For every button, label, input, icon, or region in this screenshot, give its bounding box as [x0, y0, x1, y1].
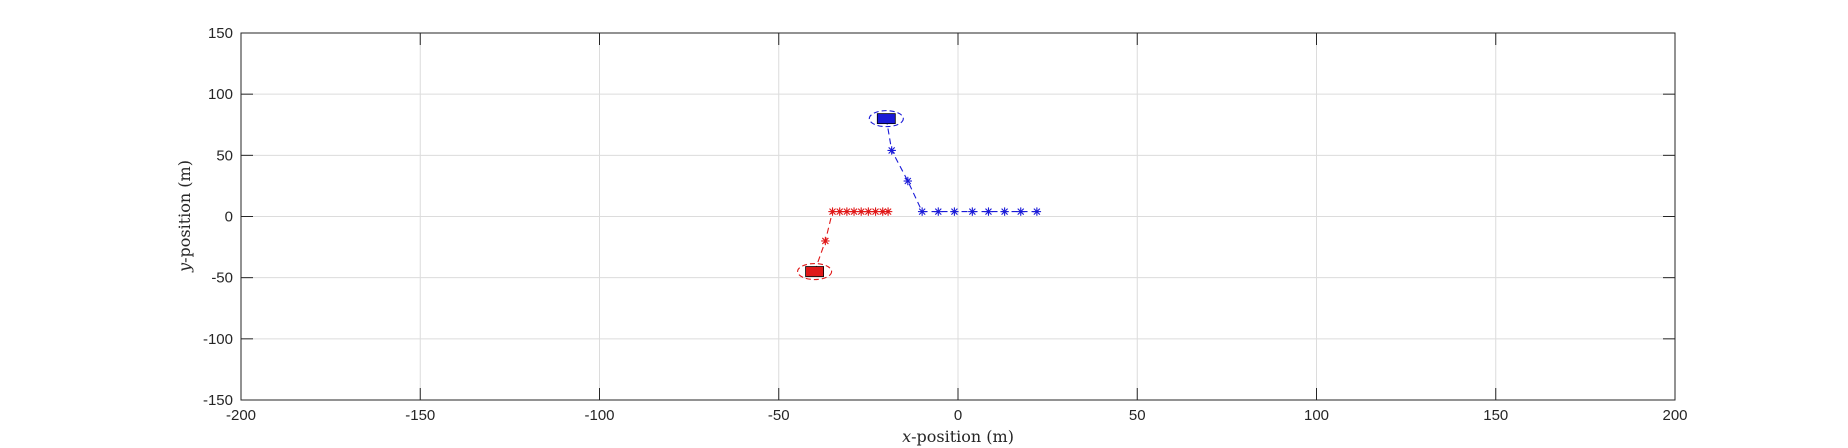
vehicle-uncertainty-ellipse [868, 110, 904, 128]
vehicle-uncertainty-ellipse [797, 262, 833, 281]
asterisk-marker [917, 207, 927, 216]
vehicle-marker [876, 113, 896, 125]
x-tick-label: 50 [1129, 407, 1146, 424]
asterisk-marker [968, 207, 977, 216]
asterisk-marker [828, 207, 837, 216]
x-tick-label: -150 [405, 407, 435, 424]
asterisk-marker [864, 207, 873, 216]
asterisk-marker [871, 207, 880, 216]
asterisk-marker [857, 207, 866, 216]
asterisk-marker [934, 207, 943, 216]
asterisk-marker [984, 207, 993, 216]
x-tick-label: 0 [954, 407, 962, 424]
vehicle-marker [805, 266, 824, 277]
x-axis-label: x-position (m) [902, 427, 1014, 446]
series-2 [868, 110, 1042, 216]
asterisk-marker [849, 207, 859, 216]
asterisk-marker [842, 207, 852, 216]
asterisk-marker [1032, 207, 1042, 216]
plot-frame [240, 32, 1676, 401]
x-tick-label: 150 [1483, 407, 1508, 424]
x-tick-label: -100 [584, 407, 614, 424]
y-tick-label: 0 [225, 209, 233, 226]
x-tick-labels: -200 -150 -100 -50 0 50 100 150 200 [226, 407, 1688, 424]
asterisk-marker [903, 176, 913, 186]
x-tick-label: 100 [1304, 407, 1329, 424]
y-tick-label: 100 [208, 86, 233, 103]
y-tick-labels: 150 100 50 0 -50 -100 -150 [203, 25, 233, 409]
y-tick-label: -100 [203, 331, 233, 348]
asterisk-marker [1000, 207, 1009, 216]
y-tick-label: 150 [208, 25, 233, 42]
series-1 [797, 207, 893, 281]
asterisk-marker [887, 146, 896, 155]
asterisk-marker [835, 207, 844, 216]
x-tick-label: -50 [768, 407, 790, 424]
asterisk-marker [950, 207, 959, 216]
asterisk-marker [821, 236, 830, 246]
y-tick-label: -50 [211, 270, 233, 287]
x-tick-label: -200 [226, 407, 256, 424]
x-tick-label: 200 [1662, 407, 1687, 424]
y-axis-label: y-position (m) [175, 160, 194, 273]
trajectory-line [885, 118, 1037, 213]
y-tick-label: -150 [203, 392, 233, 409]
y-tick-label: 50 [216, 147, 233, 164]
asterisk-marker [883, 207, 893, 216]
asterisk-marker [1016, 207, 1025, 216]
series [797, 110, 1042, 281]
